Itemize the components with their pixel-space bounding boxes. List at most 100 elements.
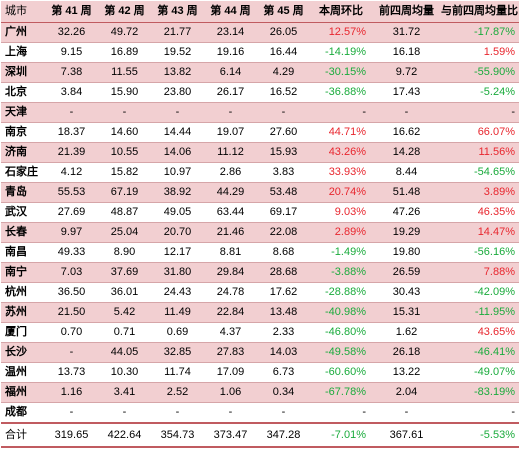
vs-four-week-average-cell: -	[441, 102, 519, 123]
four-week-average-cell: 8.44	[372, 162, 441, 183]
table-row: 福州 1.16 3.41 2.52 1.06 0.34 -67.78% 2.04 -83.19%	[1, 382, 519, 403]
vs-four-week-average-cell: 11.56%	[441, 142, 519, 163]
city-cell: 厦门	[1, 322, 45, 343]
four-week-average-cell: -	[372, 402, 441, 424]
week-43-cell: 32.85	[151, 342, 204, 363]
week-43-cell: 31.80	[151, 262, 204, 283]
total-week-43: 354.73	[151, 422, 204, 448]
four-week-average-cell: 14.28	[372, 142, 441, 163]
four-week-average-cell: 15.31	[372, 302, 441, 323]
vs-four-week-average-cell: 14.47%	[441, 222, 519, 243]
table-row: 苏州 21.50 5.42 11.49 22.84 13.48 -40.98% 15.31 -1…	[1, 302, 519, 323]
four-week-average-cell: 1.62	[372, 322, 441, 343]
city-cell: 长沙	[1, 342, 45, 363]
week-41-cell: 32.26	[45, 22, 98, 43]
total-week-44: 373.47	[204, 422, 257, 448]
weekly-city-table: 城市 第 41 周 第 42 周 第 43 周 第 44 周 第 45 周 本周…	[1, 1, 519, 448]
week-41-cell: -	[45, 102, 98, 123]
vs-four-week-average-cell: -5.24%	[441, 82, 519, 103]
vs-four-week-average-cell: 3.89%	[441, 182, 519, 203]
week-44-cell: 29.84	[204, 262, 257, 283]
table-row: 深圳 7.38 11.55 13.82 6.14 4.29 -30.15% 9.72 -55.9…	[1, 62, 519, 83]
vs-four-week-average-cell: -	[441, 402, 519, 424]
four-week-average-cell: 2.04	[372, 382, 441, 403]
table-row: 青岛 55.53 67.19 38.92 44.29 53.48 20.74% 51.48 3.…	[1, 182, 519, 203]
four-week-average-cell: 17.43	[372, 82, 441, 103]
vs-four-week-average-cell: -83.19%	[441, 382, 519, 403]
total-week-42: 422.64	[98, 422, 151, 448]
week-over-week-cell: -30.15%	[310, 62, 372, 83]
header-city: 城市	[1, 1, 45, 23]
week-43-cell: 12.17	[151, 242, 204, 263]
week-43-cell: 13.82	[151, 62, 204, 83]
city-cell: 武汉	[1, 202, 45, 223]
table-row: 长沙 -44.05 32.85 27.83 14.03 -49.58% 26.18 -46.4…	[1, 342, 519, 363]
city-cell: 南京	[1, 122, 45, 143]
week-over-week-cell: -46.80%	[310, 322, 372, 343]
header-week-42: 第 42 周	[98, 1, 151, 23]
city-cell: 南昌	[1, 242, 45, 263]
week-45-cell: -	[257, 102, 310, 123]
week-43-cell: -	[151, 102, 204, 123]
four-week-average-cell: 16.18	[372, 42, 441, 63]
table-row: 温州 13.73 10.30 11.74 17.09 6.73 -60.60% 13.22 -4…	[1, 362, 519, 383]
table-body: 广州 32.26 49.72 21.77 23.14 26.05 12.57% 31.72 -1…	[1, 22, 519, 424]
week-44-cell: -	[204, 102, 257, 123]
table-row: 长春 9.97 25.04 20.70 21.46 22.08 2.89% 19.29 14.4…	[1, 222, 519, 243]
header-week-45: 第 45 周	[257, 1, 310, 23]
week-42-cell: 8.90	[98, 242, 151, 263]
table-row: 杭州 36.50 36.01 24.43 24.78 17.62 -28.88% 30.43-…	[1, 282, 519, 303]
week-43-cell: 14.06	[151, 142, 204, 163]
week-over-week-cell: -49.58%	[310, 342, 372, 363]
week-42-cell: 10.30	[98, 362, 151, 383]
week-42-cell: 48.87	[98, 202, 151, 223]
table-row: 南昌 49.33 8.90 12.17 8.81 8.68 -1.49% 19.80 -56.1…	[1, 242, 519, 263]
week-44-cell: 22.84	[204, 302, 257, 323]
vs-four-week-average-cell: 46.35%	[441, 202, 519, 223]
week-over-week-cell: 43.26%	[310, 142, 372, 163]
week-42-cell: 36.01	[98, 282, 151, 303]
week-44-cell: 2.86	[204, 162, 257, 183]
city-cell: 福州	[1, 382, 45, 403]
city-cell: 石家庄	[1, 162, 45, 183]
vs-four-week-average-cell: 1.59%	[441, 42, 519, 63]
week-over-week-cell: 2.89%	[310, 222, 372, 243]
week-43-cell: 20.70	[151, 222, 204, 243]
week-41-cell: 36.50	[45, 282, 98, 303]
total-row: 合计 319.65 422.64 354.73 373.47 347.28 -7…	[1, 422, 519, 448]
week-42-cell: 15.90	[98, 82, 151, 103]
table-row: 南宁 7.03 37.69 31.80 29.84 28.68 -3.88% 26.59 7.8…	[1, 262, 519, 283]
week-42-cell: 5.42	[98, 302, 151, 323]
table-row: 武汉 27.69 48.87 49.05 63.44 69.17 9.03% 47.26 46.…	[1, 202, 519, 223]
week-over-week-cell: -	[310, 102, 372, 123]
week-45-cell: 8.68	[257, 242, 310, 263]
table-row: 济南 21.39 10.55 14.06 11.12 15.93 43.26% 14.28 11…	[1, 142, 519, 163]
week-41-cell: 55.53	[45, 182, 98, 203]
week-over-week-cell: 44.71%	[310, 122, 372, 143]
vs-four-week-average-cell: -56.16%	[441, 242, 519, 263]
vs-four-week-average-cell: -49.07%	[441, 362, 519, 383]
week-over-week-cell: 33.93%	[310, 162, 372, 183]
city-cell: 成都	[1, 402, 45, 424]
week-over-week-cell: -36.88%	[310, 82, 372, 103]
four-week-average-cell: 47.26	[372, 202, 441, 223]
week-43-cell: 0.69	[151, 322, 204, 343]
week-44-cell: 17.09	[204, 362, 257, 383]
week-45-cell: 13.48	[257, 302, 310, 323]
table-row: 厦门 0.70 0.71 0.69 4.37 2.33 -46.80% 1.62 43.65%	[1, 322, 519, 343]
week-41-cell: 27.69	[45, 202, 98, 223]
week-45-cell: 27.60	[257, 122, 310, 143]
four-week-average-cell: 9.72	[372, 62, 441, 83]
week-42-cell: 15.82	[98, 162, 151, 183]
week-42-cell: 44.05	[98, 342, 151, 363]
week-41-cell: 4.12	[45, 162, 98, 183]
week-over-week-cell: -3.88%	[310, 262, 372, 283]
week-over-week-cell: -	[310, 402, 372, 424]
week-43-cell: 24.43	[151, 282, 204, 303]
week-44-cell: 63.44	[204, 202, 257, 223]
city-cell: 广州	[1, 22, 45, 43]
city-cell: 苏州	[1, 302, 45, 323]
week-41-cell: 7.38	[45, 62, 98, 83]
city-cell: 北京	[1, 82, 45, 103]
total-week-45: 347.28	[257, 422, 310, 448]
